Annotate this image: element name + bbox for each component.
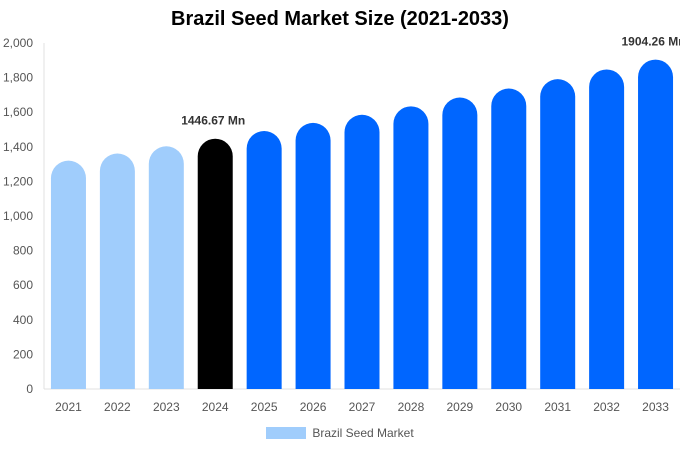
bar-2021: [50, 160, 86, 389]
x-tick-label: 2022: [104, 400, 131, 414]
bar-2027: [344, 114, 380, 390]
y-tick-label: 1,000: [3, 209, 33, 223]
bar-2031: [540, 79, 576, 389]
y-tick-label: 1,400: [3, 140, 33, 154]
x-tick-label: 2030: [495, 400, 522, 414]
bar-2026: [295, 122, 331, 389]
y-tick-label: 200: [13, 347, 33, 361]
x-tick-label: 2021: [55, 400, 82, 414]
x-tick-label: 2029: [446, 400, 473, 414]
bar-2025: [246, 131, 282, 389]
legend-swatch: [266, 427, 307, 439]
x-tick-label: 2033: [642, 400, 669, 414]
x-tick-label: 2025: [251, 400, 278, 414]
legend: Brazil Seed Market: [0, 426, 680, 440]
y-tick-label: 800: [13, 244, 33, 258]
legend-label[interactable]: Brazil Seed Market: [312, 426, 414, 440]
x-tick-label: 2026: [300, 400, 327, 414]
y-tick-label: 400: [13, 313, 33, 327]
y-tick-label: 1,600: [3, 105, 33, 119]
y-tick-label: 2,000: [3, 36, 33, 50]
y-tick-label: 0: [26, 382, 33, 396]
bar-2030: [491, 88, 527, 389]
bar-2033: [638, 59, 674, 389]
y-tick-label: 1,800: [3, 71, 33, 85]
y-tick-label: 600: [13, 278, 33, 292]
bar-2032: [589, 69, 625, 390]
x-tick-label: 2023: [153, 400, 180, 414]
x-tick-label: 2024: [202, 400, 229, 414]
chart-title: Brazil Seed Market Size (2021-2033): [171, 8, 509, 30]
y-tick-label: 1,200: [3, 174, 33, 188]
x-tick-label: 2032: [593, 400, 620, 414]
bar-2028: [393, 106, 429, 390]
data-label-2024: 1446.67 Mn: [181, 114, 245, 128]
x-tick-label: 2031: [544, 400, 571, 414]
x-tick-label: 2027: [349, 400, 376, 414]
data-label-2033: 1904.26 Mn: [622, 35, 680, 49]
bar-2022: [99, 153, 135, 389]
x-tick-label: 2028: [398, 400, 425, 414]
bar-2023: [148, 146, 184, 389]
bar-2024: [197, 138, 233, 389]
bar-2029: [442, 97, 478, 390]
